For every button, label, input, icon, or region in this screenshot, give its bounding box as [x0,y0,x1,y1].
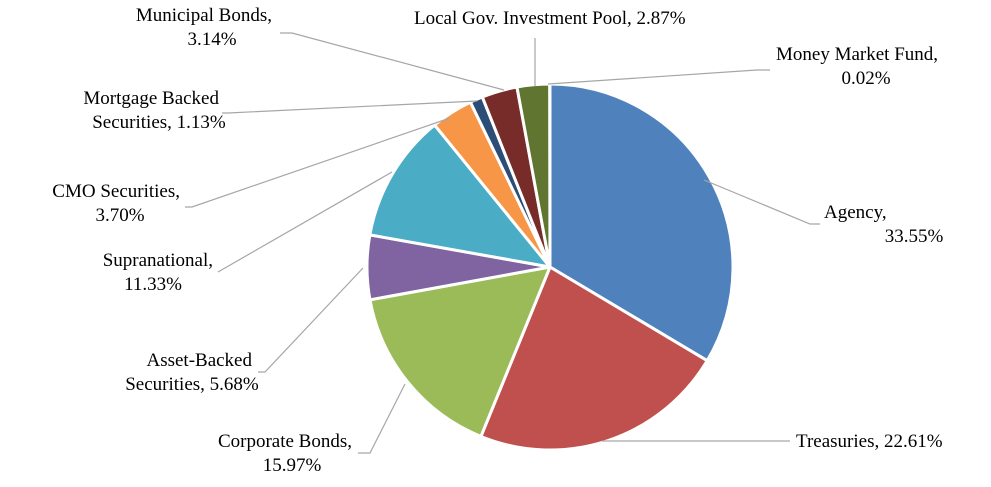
slice-label: Agency, 33.55% [824,202,943,247]
slice-label: Local Gov. Investment Pool, 2.87% [414,8,686,29]
slice-labels: Agency, 33.55% Treasuries, 22.61% Corporate… [52,5,943,476]
pie-slices [365,82,735,452]
pie-slice-corporate-bonds [368,265,552,438]
leader-line [703,179,820,225]
slice-label: Supranational, 11.33% [103,250,213,295]
slice-label: Municipal Bonds, 3.14% [136,5,272,50]
pie-slice-supranational [368,123,552,269]
leader-line [185,117,451,208]
leader-line [222,100,478,114]
leader-line [217,171,393,273]
pie-slice-agency [548,82,735,363]
leader-lines [185,32,820,454]
leader-line [280,32,505,91]
leader-line [547,69,770,85]
slice-label: Corporate Bonds, 15.97% [218,431,352,476]
leader-line [358,383,406,454]
slice-label: Money Market Fund, 0.02% [776,44,938,89]
slice-label: CMO Securities, 3.70% [52,181,180,226]
leader-line [258,267,364,373]
slice-label: Treasuries, 22.61% [796,431,943,452]
slice-label: Asset-Backed Securities, 5.68% [125,350,259,395]
slice-label: Mortgage Backed Securities, 1.13% [83,88,226,133]
